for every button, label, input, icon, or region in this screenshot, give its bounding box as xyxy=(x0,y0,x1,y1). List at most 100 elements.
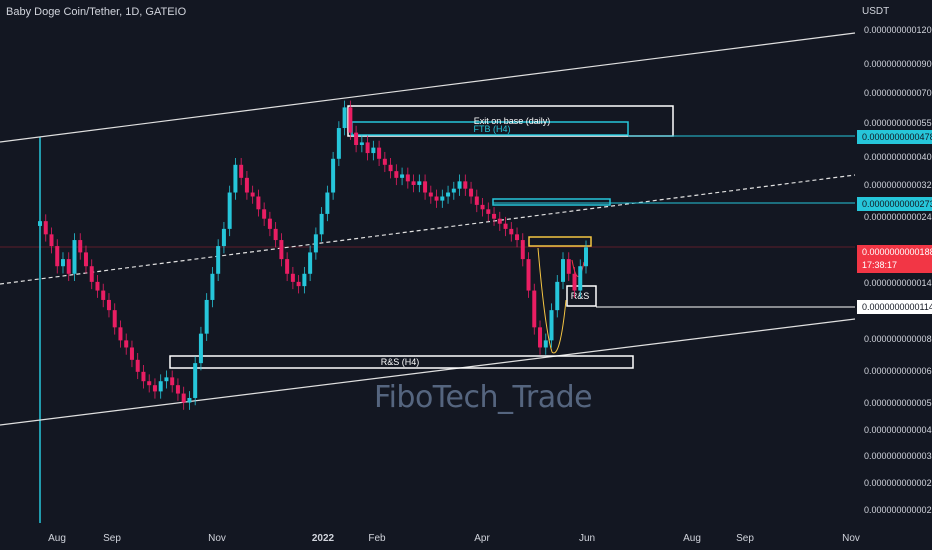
candle-body xyxy=(147,381,152,386)
x-tick-label: Nov xyxy=(842,533,860,544)
x-tick-label: 2022 xyxy=(312,533,335,544)
candle-body xyxy=(515,234,520,241)
candle-body xyxy=(49,234,54,247)
candle-body xyxy=(118,327,123,341)
candle-body xyxy=(509,228,514,235)
candle-body xyxy=(210,273,215,300)
candle-body xyxy=(124,340,129,348)
candle-body xyxy=(290,273,295,282)
candle-body xyxy=(43,221,48,235)
x-tick-label: Aug xyxy=(683,533,701,544)
candle-body xyxy=(198,333,203,364)
x-axis: Aug Sep Nov 2022 Feb Apr Jun Aug Sep Nov xyxy=(48,533,860,544)
candle-body xyxy=(578,266,583,291)
candle-body xyxy=(135,359,140,372)
candle-body xyxy=(227,192,232,229)
y-tick-label: 0.000000000090000 xyxy=(864,59,932,69)
candle-body xyxy=(187,397,192,403)
candle-body xyxy=(106,299,111,311)
candle-body xyxy=(170,377,175,386)
candle-body xyxy=(428,192,433,197)
candle-body xyxy=(256,196,261,210)
candle-body xyxy=(308,252,313,274)
candle-body xyxy=(89,266,94,282)
candle-body xyxy=(72,240,77,274)
upper-blue-zone[interactable] xyxy=(492,198,611,206)
candle-body xyxy=(411,181,416,185)
annotation-ftb: FTB (H4) xyxy=(474,124,511,134)
candle-body xyxy=(526,259,531,291)
candle-body xyxy=(469,188,474,197)
candle-body xyxy=(480,204,485,210)
candle-body xyxy=(244,177,249,193)
x-tick-label: Apr xyxy=(474,533,490,544)
candle-body xyxy=(193,363,198,398)
candle-body xyxy=(474,196,479,205)
y-tick-label: 0.000000000070000 xyxy=(864,88,932,98)
candle-body xyxy=(101,290,106,300)
candle-body xyxy=(273,228,278,241)
y-tick-label: 0.000000000024000 xyxy=(864,212,932,222)
x-tick-label: Sep xyxy=(736,533,754,544)
price-label-box xyxy=(857,197,932,211)
candle-body xyxy=(250,192,255,197)
candle-body xyxy=(319,213,324,235)
candle-body xyxy=(371,147,376,154)
y-tick-label: 0.000000000014000 xyxy=(864,278,932,288)
y-tick-label: 0.000000000040000 xyxy=(864,152,932,162)
channel-top-line xyxy=(0,32,856,143)
candle-body xyxy=(354,132,359,145)
candle-body xyxy=(262,209,267,219)
y-tick-label: 0.000000000003200 xyxy=(864,451,932,461)
rs-h4-zone[interactable] xyxy=(169,355,634,369)
candle-body xyxy=(584,247,588,267)
candle-body xyxy=(158,381,163,392)
candle-body xyxy=(440,196,445,201)
candle-body xyxy=(405,174,410,182)
candle-body xyxy=(549,310,554,341)
price-unit: USDT xyxy=(862,6,890,17)
y-tick-label: 0.000000000002000 xyxy=(864,505,932,515)
candle-body xyxy=(336,128,341,159)
candle-body xyxy=(572,273,577,291)
candle-body xyxy=(503,223,508,229)
channel-mid-line xyxy=(0,174,856,285)
candle-body xyxy=(55,246,60,267)
x-tick-label: Feb xyxy=(368,533,386,544)
price-label-countdown: 17:38:17 xyxy=(862,260,897,270)
candle-body xyxy=(382,158,387,165)
candle-body xyxy=(543,340,548,348)
candle-body xyxy=(152,385,157,392)
candle-body xyxy=(342,107,347,129)
candle-body xyxy=(78,240,83,253)
x-tick-label: Sep xyxy=(103,533,121,544)
candle-body xyxy=(112,310,117,328)
candle-body xyxy=(38,221,42,226)
x-tick-label: Jun xyxy=(579,533,595,544)
handle-curve xyxy=(571,259,585,277)
candle-body xyxy=(377,147,382,159)
y-axis: 0.000000000120000 0.000000000090000 0.0000… xyxy=(864,25,932,515)
symbol-title: Baby Doge Coin/Tether, 1D, GATEIO xyxy=(6,6,187,18)
cup-curve xyxy=(537,247,567,354)
candle-body xyxy=(497,218,502,224)
candle-body xyxy=(267,218,272,229)
candle-body xyxy=(492,213,497,219)
candle-body xyxy=(400,174,405,178)
annotation-rs-h4: R&S (H4) xyxy=(381,357,420,367)
candle-body xyxy=(520,240,525,260)
channel-bottom-line xyxy=(0,318,856,426)
candle-body xyxy=(164,377,169,382)
exit-base-zone[interactable] xyxy=(347,105,674,137)
price-label-text: 0.000000000047805 xyxy=(862,132,932,142)
candle-body xyxy=(83,252,88,267)
yellow-zone[interactable] xyxy=(528,236,592,247)
y-tick-label: 0.000000000120000 xyxy=(864,25,932,35)
candle-body xyxy=(394,171,399,178)
candle-body xyxy=(129,347,134,360)
y-tick-label: 0.000000000002500 xyxy=(864,478,932,488)
candle-body xyxy=(434,196,439,201)
candle-body xyxy=(423,181,428,193)
candle-body xyxy=(538,327,543,348)
